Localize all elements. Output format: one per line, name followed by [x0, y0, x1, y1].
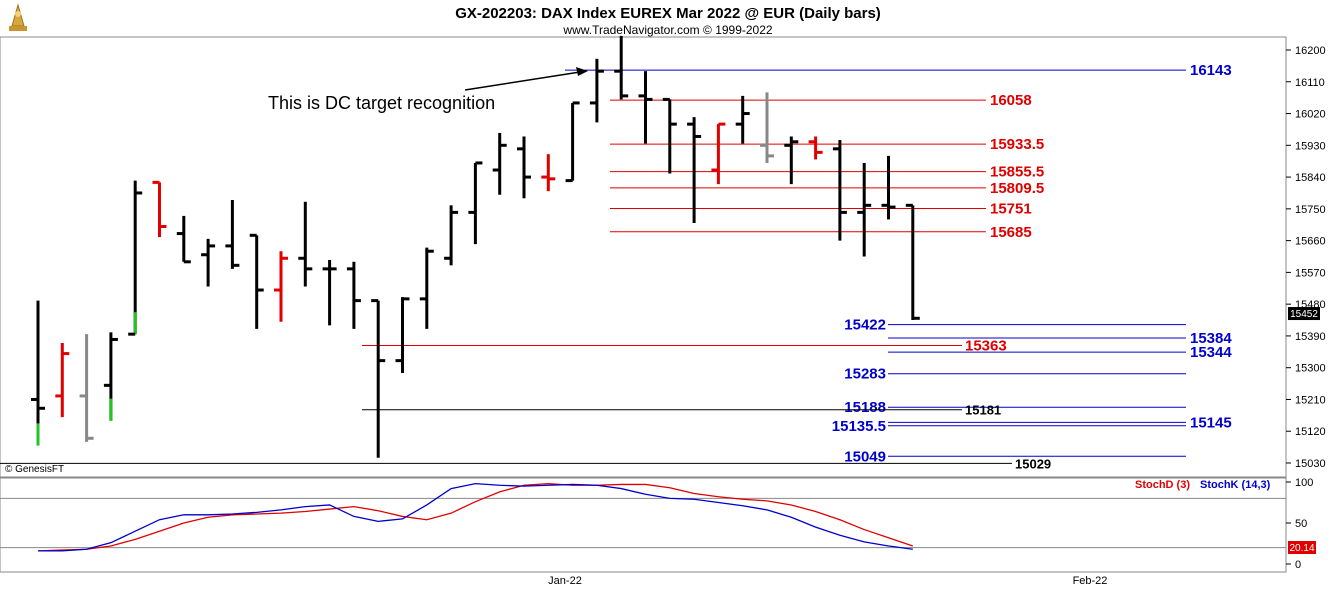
level-label: 15344: [1190, 344, 1232, 361]
ohlc-bar: [201, 238, 216, 287]
ohlc-bar: [444, 205, 459, 266]
tradenavigator-logo: [2, 1, 34, 34]
chart-subtitle: www.TradeNavigator.com © 1999-2022: [562, 23, 772, 37]
ohlc-bar: [249, 233, 264, 329]
stoch-tick-label: 50: [1295, 518, 1307, 530]
y-tick-label: 15390: [1295, 331, 1326, 343]
genesis-credit: © GenesisFT: [5, 464, 64, 475]
ohlc-bar: [128, 180, 143, 336]
ohlc-bar: [905, 203, 920, 321]
ohlc-bar: [711, 122, 726, 185]
ohlc-bar: [419, 247, 434, 329]
ohlc-bar: [298, 201, 313, 287]
stoch-panel: [0, 477, 1287, 573]
stoch-last-badge: 20.14: [1288, 541, 1316, 554]
level-label: 16058: [990, 92, 1032, 109]
level-label: 15135.5: [832, 418, 886, 435]
level-label: 15751: [990, 200, 1032, 217]
y-tick-label: 16020: [1295, 109, 1326, 121]
y-tick-label: 16200: [1295, 45, 1326, 57]
ohlc-bar: [784, 136, 799, 185]
y-tick-label: 15930: [1295, 140, 1326, 152]
ohlc-bar: [274, 251, 288, 322]
svg-text:15452: 15452: [1290, 309, 1318, 320]
ohlc-bar: [103, 332, 118, 421]
ohlc-bar: [832, 140, 847, 241]
stoch-series-line: [38, 482, 913, 552]
y-tick-label: 15210: [1295, 394, 1326, 406]
level-label: 15283: [844, 366, 886, 383]
y-tick-label: 16110: [1295, 77, 1325, 89]
ohlc-bar: [881, 155, 896, 220]
stoch-tick-label: 0: [1295, 559, 1301, 571]
ohlc-bar: [687, 117, 702, 223]
ohlc-bar: [638, 71, 653, 144]
ohlc-bar: [322, 260, 337, 326]
level-label: 15422: [844, 317, 886, 334]
ohlc-bar: [371, 299, 386, 458]
ohlc-bar: [468, 161, 483, 245]
y-tick-label: 15300: [1295, 363, 1326, 375]
level-label: 15029: [1015, 456, 1051, 471]
y-tick-label: 15120: [1295, 426, 1326, 438]
ohlc-bar: [541, 154, 556, 192]
ohlc-bar: [79, 334, 94, 442]
ohlc-bar: [735, 95, 750, 144]
stoch-series-line: [37, 482, 914, 552]
ohlc-bar: [614, 35, 629, 100]
ohlc-bar: [517, 136, 531, 199]
ohlc-bar: [225, 200, 240, 269]
y-tick-label: 15570: [1295, 267, 1326, 279]
ohlc-bar: [31, 300, 45, 446]
level-label: 15685: [990, 224, 1032, 241]
level-label: 15384: [1190, 330, 1232, 347]
price-axis: 16200 16110 16020 15930 15840 15750 15660 15570…: [1286, 45, 1326, 470]
ohlc-bar: [760, 92, 774, 163]
ohlc-bar: [857, 162, 872, 257]
level-label: 15188: [844, 399, 886, 416]
annotation-arrow: [464, 67, 588, 91]
stoch-tick-label: 100: [1295, 477, 1313, 489]
chart-title: GX-202203: DAX Index EUREX Mar 2022 @ EU…: [455, 5, 881, 22]
level-label: 15363: [965, 337, 1007, 354]
ohlc-bar: [662, 97, 677, 174]
svg-text:20.14: 20.14: [1289, 543, 1314, 554]
ohlc-bar: [565, 101, 580, 183]
ohlc-bar: [152, 180, 167, 238]
legend-stochk: StochK (14,3): [1200, 479, 1271, 491]
ohlc-bar: [395, 297, 410, 373]
y-tick-label: 15750: [1295, 204, 1326, 216]
y-tick-label: 15840: [1295, 172, 1326, 184]
price-bars: [31, 35, 920, 458]
ohlc-bar: [492, 132, 507, 195]
level-label: 15049: [844, 448, 886, 465]
y-tick-label: 15660: [1295, 236, 1326, 248]
y-tick-label: 15030: [1295, 458, 1326, 470]
level-label: 15809.5: [990, 180, 1044, 197]
ohlc-bar: [346, 261, 361, 329]
x-tick-jan: Jan-22: [548, 575, 582, 587]
x-tick-feb: Feb-22: [1073, 575, 1108, 587]
level-label: 15933.5: [990, 136, 1044, 153]
legend-stochd: StochD (3): [1135, 479, 1190, 491]
level-label: 16143: [1190, 62, 1232, 79]
level-label: 15855.5: [990, 164, 1044, 181]
stoch-axis: 100 50 0: [0, 477, 1313, 571]
level-label: 15181: [965, 403, 1001, 418]
ohlc-bar: [589, 58, 604, 123]
ohlc-bar: [176, 215, 191, 264]
ohlc-bar: [808, 136, 823, 160]
price-panel: [0, 36, 1287, 478]
level-label: 15145: [1190, 414, 1232, 431]
annotation-text: This is DC target recognition: [268, 93, 495, 113]
stoch-lines: [37, 482, 914, 552]
ohlc-bar: [55, 342, 70, 418]
last-price-badge: 15452: [1288, 307, 1320, 321]
